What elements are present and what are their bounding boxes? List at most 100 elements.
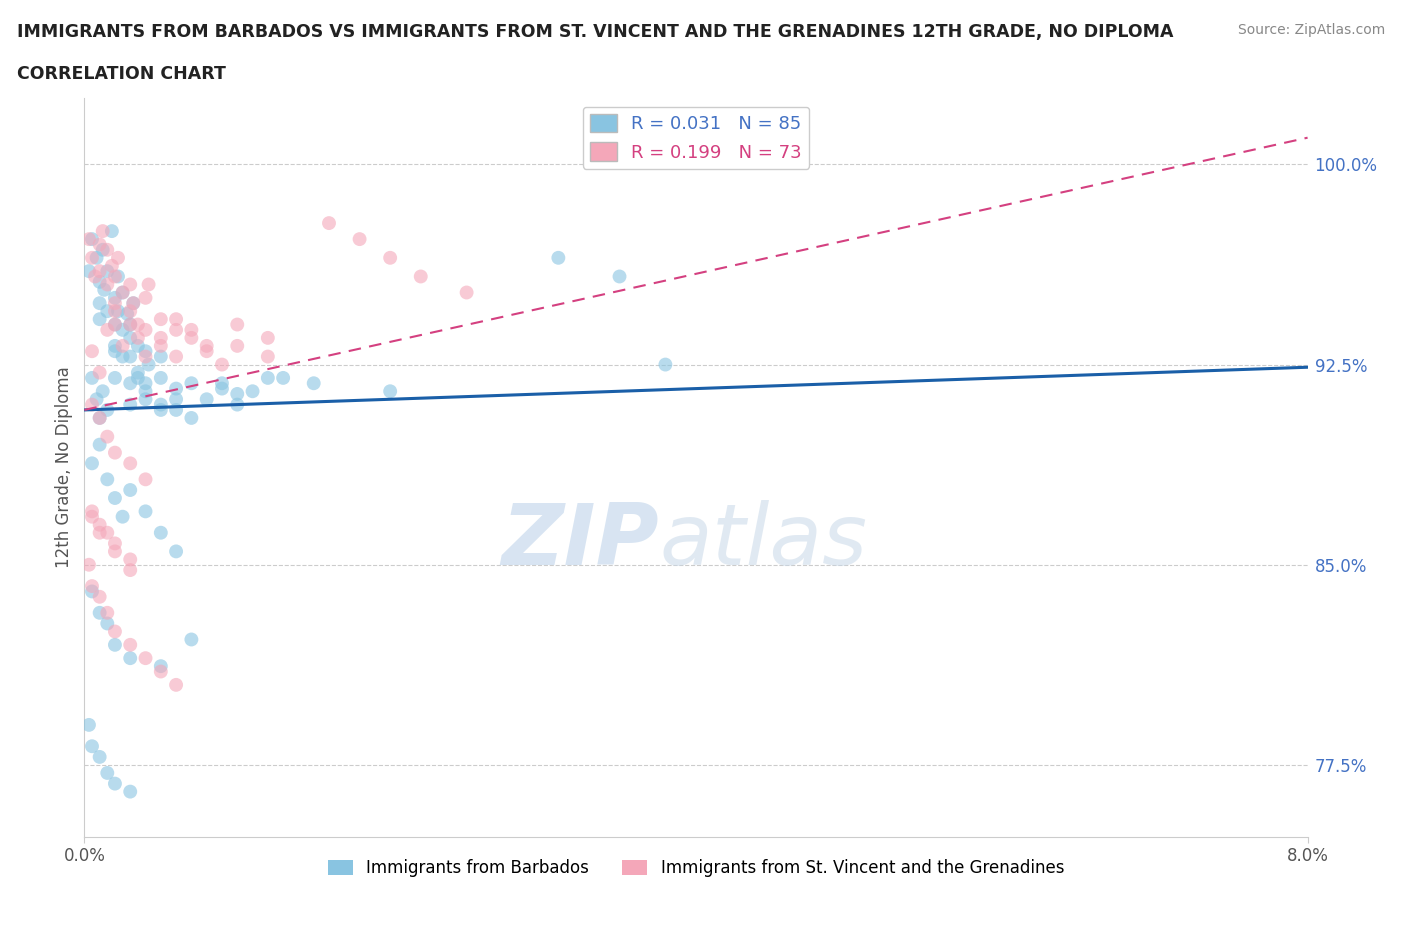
Point: [120, 784, 142, 799]
Point: [107, 304, 129, 319]
Point: [93, 283, 115, 298]
Point: [120, 317, 142, 332]
Point: [195, 339, 218, 353]
Text: ZIP: ZIP: [502, 499, 659, 583]
Point: [226, 397, 249, 412]
Point: [257, 330, 280, 345]
Point: [165, 323, 187, 338]
Point: [120, 376, 142, 391]
Point: [180, 376, 202, 391]
Point: [349, 232, 371, 246]
Point: [96, 243, 118, 258]
Point: [120, 456, 142, 471]
Point: [115, 306, 138, 321]
Point: [104, 370, 127, 385]
Point: [127, 330, 149, 345]
Point: [211, 357, 233, 372]
Point: [180, 323, 202, 338]
Point: [111, 339, 134, 353]
Point: [135, 392, 157, 406]
Point: [318, 216, 340, 231]
Point: [86, 392, 108, 406]
Point: [89, 264, 111, 279]
Point: [111, 286, 134, 300]
Point: [80, 456, 103, 471]
Point: [165, 381, 187, 396]
Point: [101, 224, 124, 239]
Point: [122, 296, 145, 311]
Point: [104, 317, 127, 332]
Point: [89, 437, 111, 452]
Point: [120, 637, 142, 652]
Point: [104, 491, 127, 506]
Point: [149, 349, 172, 364]
Point: [138, 357, 160, 372]
Point: [84, 269, 107, 284]
Point: [96, 472, 118, 486]
Point: [111, 286, 134, 300]
Point: [654, 357, 676, 372]
Point: [195, 392, 218, 406]
Point: [135, 384, 157, 399]
Point: [127, 370, 149, 385]
Point: [226, 339, 249, 353]
Point: [180, 330, 202, 345]
Point: [111, 510, 134, 525]
Text: CORRELATION CHART: CORRELATION CHART: [17, 65, 226, 83]
Point: [135, 349, 157, 364]
Point: [135, 376, 157, 391]
Point: [96, 429, 118, 444]
Point: [302, 376, 325, 391]
Text: atlas: atlas: [659, 499, 868, 583]
Point: [120, 552, 142, 567]
Point: [195, 344, 218, 359]
Point: [547, 250, 569, 265]
Point: [120, 330, 142, 345]
Point: [180, 632, 202, 647]
Point: [96, 525, 118, 540]
Y-axis label: 12th Grade, No Diploma: 12th Grade, No Diploma: [55, 366, 73, 568]
Point: [89, 237, 111, 252]
Point: [96, 304, 118, 319]
Point: [77, 717, 100, 732]
Point: [135, 290, 157, 305]
Point: [138, 277, 160, 292]
Point: [80, 344, 103, 359]
Point: [609, 269, 631, 284]
Point: [120, 349, 142, 364]
Point: [149, 658, 172, 673]
Point: [104, 624, 127, 639]
Point: [89, 274, 111, 289]
Point: [104, 317, 127, 332]
Point: [135, 651, 157, 666]
Point: [226, 317, 249, 332]
Point: [89, 410, 111, 425]
Point: [104, 536, 127, 551]
Point: [226, 387, 249, 402]
Point: [456, 286, 478, 300]
Point: [165, 312, 187, 326]
Point: [165, 349, 187, 364]
Point: [120, 277, 142, 292]
Point: [89, 296, 111, 311]
Point: [104, 777, 127, 791]
Point: [89, 525, 111, 540]
Text: Source: ZipAtlas.com: Source: ZipAtlas.com: [1237, 23, 1385, 37]
Point: [120, 304, 142, 319]
Point: [104, 637, 127, 652]
Point: [96, 323, 118, 338]
Point: [120, 397, 142, 412]
Point: [122, 296, 145, 311]
Point: [86, 250, 108, 265]
Point: [91, 384, 114, 399]
Point: [89, 517, 111, 532]
Point: [271, 370, 294, 385]
Point: [111, 323, 134, 338]
Point: [80, 397, 103, 412]
Point: [120, 317, 142, 332]
Point: [96, 277, 118, 292]
Point: [242, 384, 264, 399]
Point: [77, 232, 100, 246]
Point: [149, 525, 172, 540]
Point: [104, 339, 127, 353]
